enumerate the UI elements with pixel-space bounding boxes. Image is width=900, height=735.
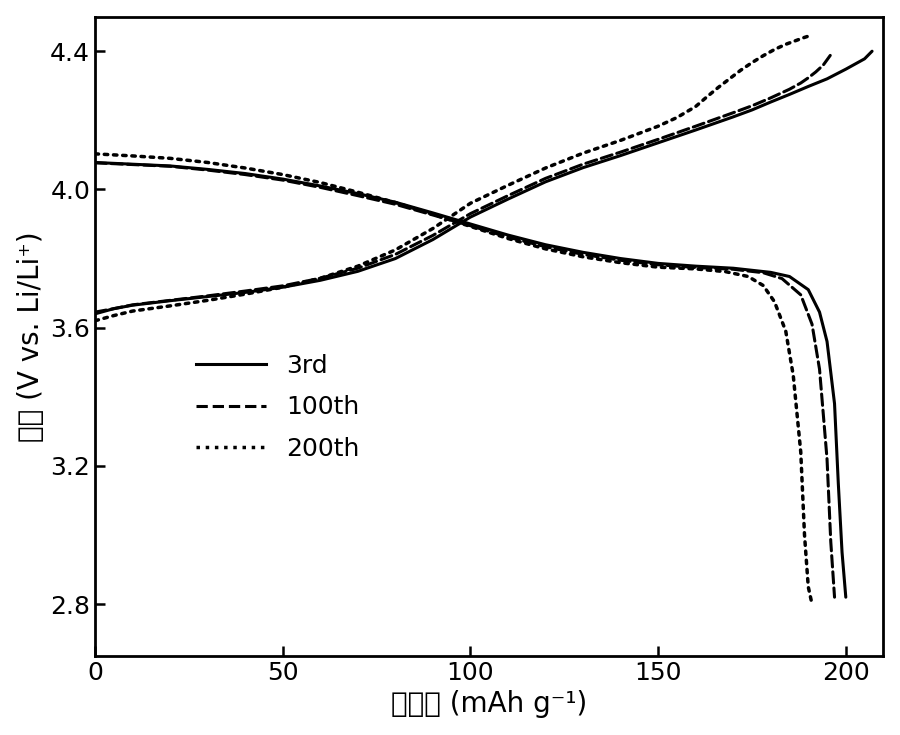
X-axis label: 比容量 (mAh g⁻¹): 比容量 (mAh g⁻¹) [392, 690, 588, 718]
Legend: 3rd, 100th, 200th: 3rd, 100th, 200th [186, 344, 370, 471]
Y-axis label: 电势 (V vs. Li/Li⁺): 电势 (V vs. Li/Li⁺) [17, 231, 45, 442]
